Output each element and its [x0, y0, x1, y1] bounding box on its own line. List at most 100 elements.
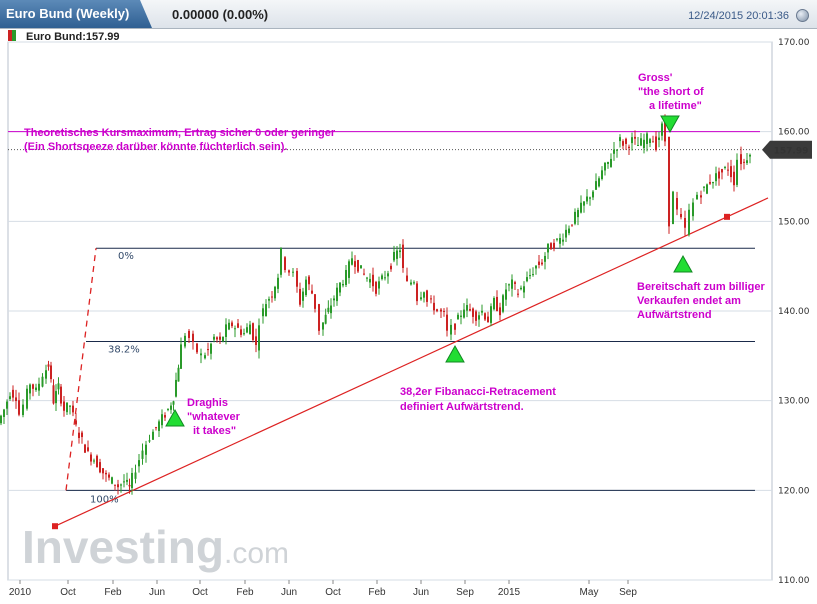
candle-body: [38, 383, 40, 391]
candle-body: [225, 324, 227, 337]
candle-body: [484, 313, 486, 320]
candle-body: [619, 137, 621, 142]
candle-body: [692, 202, 694, 217]
candle-body: [637, 145, 639, 147]
candle-body: [672, 191, 674, 225]
annotation-max-line1: Theoretisches Kursmaximum, Ertrag sicher…: [24, 127, 336, 139]
candle-body: [9, 396, 11, 399]
candle-body: [318, 304, 320, 331]
candle-body: [288, 270, 290, 273]
candle-body: [141, 450, 144, 459]
candle-body: [240, 329, 242, 335]
candle-body: [658, 137, 660, 140]
candle-body: [718, 171, 720, 179]
candle-body: [559, 237, 561, 244]
candle-body: [574, 211, 576, 224]
x-tick-label: Sep: [619, 587, 637, 598]
candle-body: [108, 474, 110, 478]
candle-body: [243, 333, 245, 335]
candle-body: [105, 472, 107, 475]
candle-body: [138, 460, 140, 467]
x-tick-label: Oct: [60, 587, 76, 598]
candle-body: [511, 279, 513, 289]
annotation-gross-line3: a lifetime": [649, 100, 702, 112]
candle-body: [436, 309, 438, 312]
candle-body: [296, 270, 298, 287]
x-tick-label: Oct: [325, 587, 341, 598]
candle-body: [234, 328, 236, 330]
candle-body: [402, 244, 404, 268]
candle-body: [684, 218, 686, 228]
candle-body: [478, 315, 480, 320]
refresh-icon[interactable]: [796, 9, 809, 22]
candle-body: [114, 484, 116, 486]
candle-body: [502, 295, 504, 312]
candle-body: [487, 316, 489, 323]
trendline-anchor: [52, 523, 58, 530]
candle-body: [517, 293, 519, 295]
candle-body: [706, 184, 708, 194]
candle-body: [381, 275, 383, 280]
candle-body: [740, 154, 742, 165]
candle-body: [292, 271, 294, 273]
candle-body: [228, 322, 230, 330]
candle-body: [393, 251, 395, 261]
candle-body: [302, 291, 304, 301]
candle-body: [553, 242, 555, 249]
candle-body: [268, 298, 270, 301]
candle-body: [120, 484, 122, 486]
candle-body: [60, 386, 62, 404]
candle-body: [535, 265, 537, 269]
instrument-tab[interactable]: Euro Bund (Weekly): [0, 0, 152, 28]
candle-body: [496, 296, 498, 312]
candle-body: [610, 158, 612, 167]
candle-body: [544, 255, 546, 262]
candle-body: [646, 133, 648, 144]
series-legend-label: Euro Bund:157.99: [26, 31, 120, 43]
candle-body: [26, 388, 28, 409]
trendline-anchor: [724, 213, 730, 220]
annotation-support-line1: Bereitschaft zum billiger: [637, 281, 765, 293]
candle-body: [167, 408, 169, 410]
x-tick-label: Oct: [192, 587, 208, 598]
y-tick-label: 130.00: [778, 397, 810, 407]
candle-body: [676, 197, 678, 210]
y-tick-label: 140.00: [778, 307, 810, 317]
candle-body: [493, 298, 495, 310]
candle-body: [128, 484, 131, 487]
candle-body: [258, 325, 260, 351]
x-tick-label: Jun: [281, 587, 297, 598]
candle-body: [277, 277, 279, 289]
candle-body: [457, 314, 459, 320]
annotation-gross-line2: "the short of: [638, 86, 704, 98]
candle-body: [308, 276, 310, 285]
candle-body: [550, 243, 552, 250]
fib-label-38: 38.2%: [108, 344, 140, 355]
candle-body: [52, 385, 55, 404]
candle-body: [237, 323, 239, 328]
candle-body: [102, 468, 104, 474]
candle-body: [568, 228, 570, 234]
candle-body: [565, 229, 567, 238]
candle-body: [443, 310, 445, 312]
candle-body: [213, 336, 215, 340]
candle-body: [463, 309, 465, 318]
candle-body: [32, 384, 34, 389]
candle-body: [387, 273, 389, 277]
candle-body: [12, 389, 14, 398]
candle-body: [664, 121, 666, 142]
candle-body: [668, 136, 670, 227]
candle-body: [727, 169, 729, 171]
candle-body: [55, 391, 57, 404]
candle-body: [746, 160, 748, 164]
candle-body: [196, 343, 198, 353]
candle-body: [131, 472, 133, 489]
candle-body: [406, 275, 408, 282]
candle-body: [87, 447, 89, 451]
candle-body: [586, 196, 588, 202]
candle-body: [643, 139, 645, 149]
candle-body: [715, 173, 717, 182]
candle-body: [47, 364, 50, 367]
candle-body: [649, 139, 651, 144]
candle-body: [589, 197, 591, 199]
